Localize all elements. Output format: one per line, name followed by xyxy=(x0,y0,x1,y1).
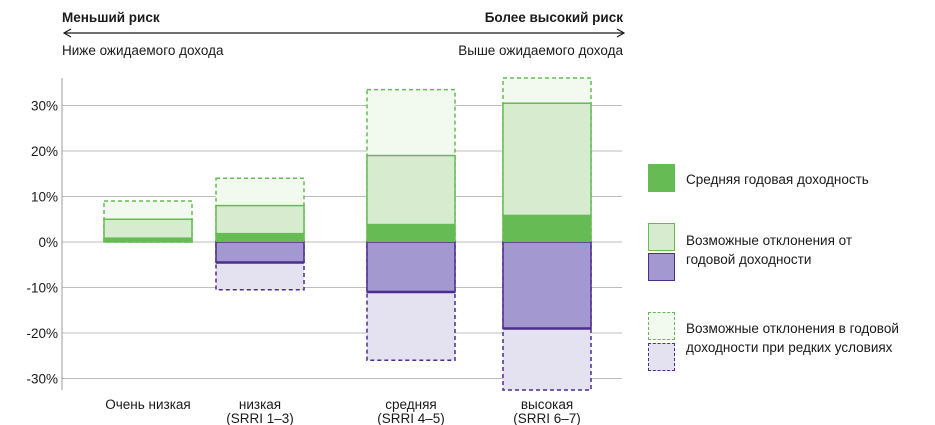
bar-group-3 xyxy=(502,77,592,391)
y-tick-label: 10% xyxy=(31,190,58,205)
bar-average xyxy=(216,232,304,242)
legend-possible-label-2: годовой доходности xyxy=(686,252,812,267)
bar-group-1 xyxy=(215,177,305,291)
y-tick-label: 30% xyxy=(31,99,58,114)
bar-average xyxy=(104,237,192,242)
y-tick-label: 20% xyxy=(31,144,58,159)
category-label: Очень низкая xyxy=(105,397,191,412)
bar-possible-lower xyxy=(502,241,592,330)
risk-arrow xyxy=(62,28,626,38)
bar-group-0 xyxy=(103,200,193,243)
y-tick-label: -10% xyxy=(26,281,58,296)
legend-average-label: Средняя годовая доходность xyxy=(686,172,869,187)
bar-average xyxy=(503,214,591,242)
category-sublabel: (SRRI 6–7) xyxy=(513,411,581,425)
higher-risk-label: Более высокий риск xyxy=(484,10,623,25)
y-tick-label: 0% xyxy=(38,235,58,250)
legend-rare-up-swatch xyxy=(648,312,675,340)
bar-possible-lower xyxy=(215,241,305,264)
category-sublabel: (SRRI 4–5) xyxy=(377,411,445,425)
category-label: низкая xyxy=(239,397,281,412)
legend-average-swatch xyxy=(648,164,675,192)
lower-risk-label: Меньший риск xyxy=(62,10,160,25)
lower-return-label: Ниже ожидаемого дохода xyxy=(62,43,224,58)
category-label: высокая xyxy=(521,397,573,412)
bar-group-2 xyxy=(366,88,456,362)
legend-rare-down-swatch xyxy=(648,343,675,371)
y-tick-label: -30% xyxy=(26,372,58,387)
legend-possible-label-1: Возможные отклонения от xyxy=(686,233,853,248)
legend-possible-up-swatch xyxy=(648,223,675,251)
legend-possible-down-swatch xyxy=(648,253,675,281)
y-tick-label: -20% xyxy=(26,326,58,341)
legend-rare-label-2: доходности при редких условиях xyxy=(686,340,893,355)
category-label: средняя xyxy=(385,397,436,412)
higher-return-label: Выше ожидаемого дохода xyxy=(458,43,623,58)
legend-rare-label-1: Возможные отклонения в годовой xyxy=(686,321,899,336)
bar-average xyxy=(367,223,455,242)
category-sublabel: (SRRI 1–3) xyxy=(226,411,294,425)
bar-possible-lower xyxy=(366,241,456,293)
